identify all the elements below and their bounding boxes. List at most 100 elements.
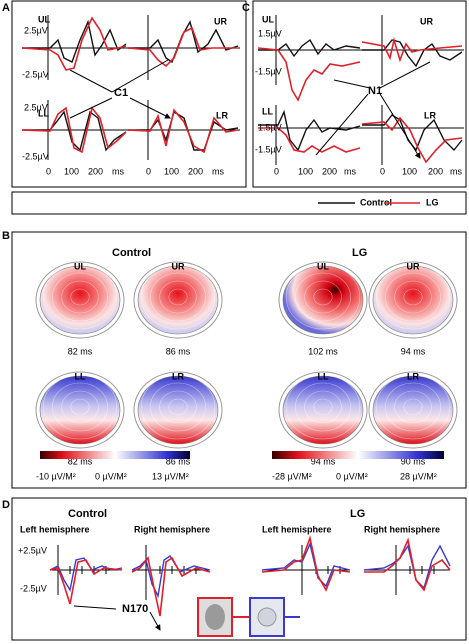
contour	[159, 390, 197, 424]
topomap	[282, 265, 364, 335]
hemisphere-label: Left hemisphere	[20, 524, 90, 534]
x-tick-label: 200	[322, 166, 337, 176]
scale-label: 28 µV/M²	[400, 471, 437, 481]
contour	[150, 272, 206, 322]
topomap	[39, 375, 121, 445]
quadrant: LL	[262, 106, 273, 116]
contour	[385, 272, 441, 322]
contour	[403, 398, 423, 416]
latency: 102 ms	[308, 346, 338, 356]
scale-label: -10 µV/M²	[36, 471, 76, 481]
amp-label: -2.5µV	[22, 69, 49, 79]
topomap	[137, 265, 219, 335]
legend-label: Control	[360, 197, 392, 207]
contour	[52, 382, 108, 432]
panel-label: D	[2, 499, 10, 511]
amp-label: -1.5µV	[255, 66, 282, 76]
x-tick-label: 0	[380, 166, 385, 176]
contour	[42, 264, 118, 330]
quadrant: LL	[75, 371, 86, 381]
contour	[313, 288, 333, 306]
legend-label: LG	[426, 197, 439, 207]
quadrant: LL	[318, 371, 329, 381]
contour	[140, 264, 216, 330]
contour	[375, 374, 451, 440]
amp-label: -2.5µV	[22, 151, 49, 161]
contour	[375, 264, 451, 330]
x-tick-label: 100	[402, 166, 417, 176]
topomap	[372, 375, 454, 445]
hemisphere-label: Right hemisphere	[364, 524, 440, 534]
contour	[61, 280, 99, 314]
quadrant: UR	[214, 16, 227, 26]
quadrant: UR	[172, 261, 185, 271]
panel-label: A	[2, 2, 10, 14]
amp-label: 1.5µV	[258, 122, 282, 132]
contour	[61, 390, 99, 424]
contour	[394, 280, 432, 314]
contour	[394, 390, 432, 424]
hemisphere-label: Right hemisphere	[134, 524, 210, 534]
colorbar	[272, 451, 444, 459]
contour	[70, 288, 90, 306]
x-tick-label: 100	[298, 166, 313, 176]
x-tick-label: 0	[46, 166, 51, 176]
component: N1	[368, 85, 382, 97]
topomap	[39, 265, 121, 335]
amp-label: -2.5µV	[20, 583, 47, 593]
contour	[285, 264, 361, 330]
x-axis-labels: 0 100 200 ms 0 100 200 ms	[46, 166, 224, 176]
x-tick-label: ms	[112, 166, 124, 176]
quadrant: LR	[172, 371, 184, 381]
amp-label: -1.5µV	[255, 144, 282, 154]
latency: 94 ms	[311, 456, 336, 466]
topomaps: UL 82 ms UR 86 ms LL 82 ms LR 86 ms UL 102 ms UR 94…	[35, 261, 458, 466]
amp-label: 2.5µV	[24, 25, 48, 35]
contour	[150, 382, 206, 432]
x-tick-label: 200	[88, 166, 103, 176]
scale-label: 0 µV/M²	[336, 471, 368, 481]
quadrant: UL	[38, 14, 50, 24]
quadrant: LR	[216, 110, 228, 120]
waveforms	[21, 15, 240, 160]
latency: 82 ms	[68, 346, 93, 356]
x-tick-label: ms	[344, 166, 356, 176]
scale-label: 13 µV/M²	[152, 471, 189, 481]
panel-label: B	[2, 230, 10, 242]
waveforms	[257, 15, 464, 165]
quadrant: UL	[262, 14, 274, 24]
quadrant: UR	[420, 16, 433, 26]
x-tick-label: 100	[64, 166, 79, 176]
x-tick-label: ms	[212, 166, 224, 176]
contour	[295, 272, 351, 322]
scale-label: -28 µV/M²	[272, 471, 312, 481]
amp-label: +2.5µV	[18, 545, 47, 555]
panel-label: C	[242, 2, 250, 14]
contour	[403, 288, 423, 306]
x-axis-labels: 0 100 200 ms 0 100 200 ms	[274, 166, 462, 176]
contour	[168, 288, 188, 306]
quadrant: UL	[317, 261, 329, 271]
scale-label: 0 µV/M²	[95, 471, 127, 481]
x-tick-label: ms	[450, 166, 462, 176]
contour	[304, 280, 342, 314]
hemisphere-label: Left hemisphere	[262, 524, 332, 534]
topomap	[282, 375, 364, 445]
contour	[159, 280, 197, 314]
quadrant: LL	[38, 108, 49, 118]
contour	[304, 390, 342, 424]
x-tick-label: 200	[428, 166, 443, 176]
group-title: Control	[112, 247, 151, 259]
group-title: Control	[68, 508, 107, 520]
amp-label: 1.5µV	[258, 28, 282, 38]
contour	[295, 382, 351, 432]
group-title: LG	[352, 247, 367, 259]
contour	[140, 374, 216, 440]
latency: 94 ms	[401, 346, 426, 356]
colorbar	[40, 451, 190, 459]
x-tick-label: 0	[274, 166, 279, 176]
waveforms	[49, 535, 451, 637]
quadrant: LR	[407, 371, 419, 381]
component: N170	[122, 603, 148, 615]
